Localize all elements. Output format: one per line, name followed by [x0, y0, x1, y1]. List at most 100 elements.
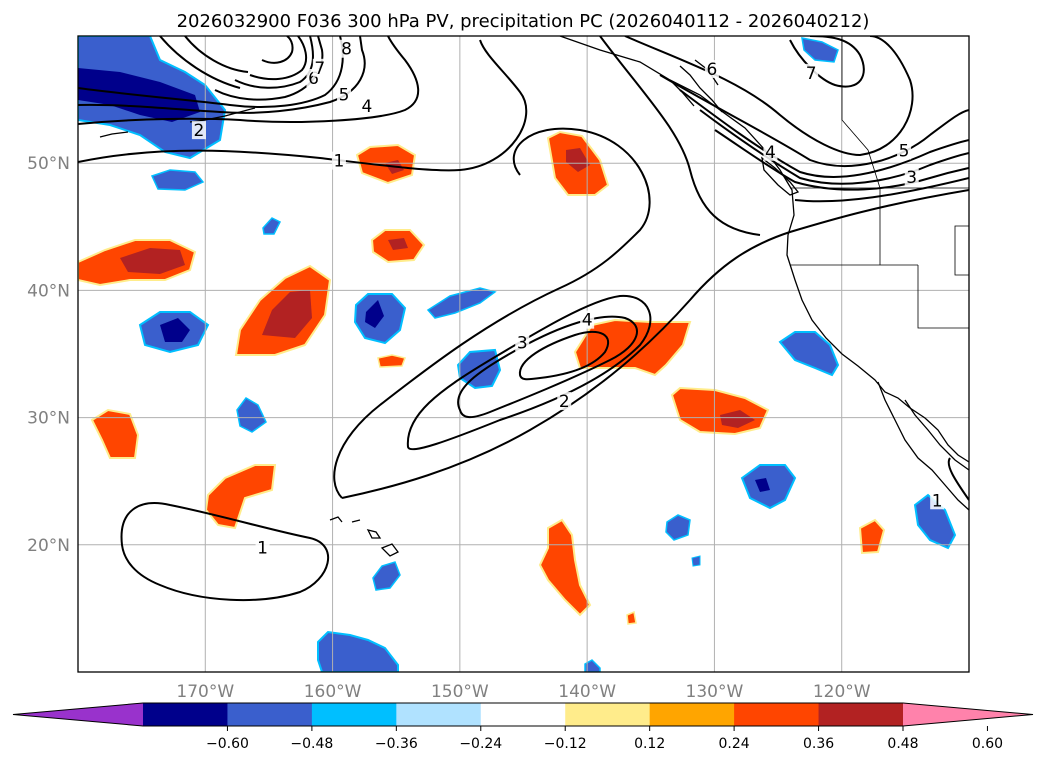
contour-label-bg [339, 39, 354, 58]
contour-label-bg [191, 121, 206, 140]
pv-contour-1-right-edge [794, 177, 969, 203]
x-tick-label: 170°W [176, 682, 234, 702]
colorbar-extend-high [903, 703, 1033, 726]
contour-label-bg [904, 168, 919, 187]
contour-label-2: 2 [559, 392, 570, 412]
pv-contour-2-north [78, 36, 420, 125]
pv-contour-4-upper-right [679, 89, 969, 178]
colorbar-segment [818, 703, 904, 726]
colorbar-extend-low [13, 703, 143, 726]
y-tick-label: 40°N [27, 281, 70, 301]
precip-feature-blue-30n-small [236, 397, 267, 433]
precip-feature-blue-left-core [160, 318, 190, 342]
colorbar-tick-label: 0.48 [887, 736, 918, 752]
contour-label-7: 7 [806, 64, 817, 84]
pv-contour-3-upper-right [699, 109, 969, 185]
contour-label-bg [580, 310, 595, 329]
pv-contour-3-north [78, 36, 366, 114]
colorbar-segment [396, 703, 482, 726]
hawaiian-islands [329, 516, 399, 557]
contour-label-bg [897, 141, 912, 160]
precip-feature-red-18n [538, 518, 592, 617]
contour-label-5: 5 [899, 141, 910, 161]
x-axis-ticks: 170°W 160°W 150°W 140°W 130°W 120°W [176, 682, 870, 702]
contour-label-6: 6 [706, 60, 717, 80]
precip-feature-top-blue [801, 37, 839, 63]
contour-label-7: 7 [314, 59, 325, 79]
pv-contour-6-north [234, 36, 314, 89]
precip-feature-blue-streak [426, 287, 497, 319]
pv-contour-1-se-ring [947, 457, 969, 501]
contour-label-1: 1 [257, 538, 268, 558]
lat-lon-grid [78, 36, 969, 672]
precip-feature-blue-38n-core [365, 300, 384, 328]
precip-feature-blue-17n [372, 561, 401, 591]
map-frame [77, 35, 970, 673]
precip-feature-red-34n-small [377, 354, 407, 368]
contour-label-bg [763, 142, 778, 161]
y-tick-label: 20°N [27, 536, 70, 556]
contour-label-6: 6 [308, 69, 319, 89]
precip-feature-west-core [120, 248, 185, 274]
precip-feature-red-top-center-core [566, 148, 590, 172]
precip-feature-red-sw-small [90, 408, 140, 459]
pv-contour-2-ring [406, 294, 652, 451]
x-tick-label: 140°W [558, 682, 616, 702]
precip-feature-blue-21n [665, 514, 691, 541]
pv-contour-lower-left-1 [159, 36, 241, 89]
contour-label-bg [331, 151, 346, 170]
y-tick-label: 30°N [27, 409, 70, 429]
y-axis-ticks: 20°N 30°N 40°N 50°N [27, 154, 70, 556]
pv-contour-1-subtropical [120, 502, 330, 602]
pv-contour-lower-left-2 [184, 36, 249, 73]
pv-contours-layer [78, 36, 969, 602]
contour-label-bg [704, 60, 719, 79]
contour-label-bg [930, 491, 945, 510]
chart-title: 2026032900 F036 300 hPa PV, precipitatio… [177, 11, 870, 32]
canada-province-border [841, 36, 881, 189]
precip-feature-blue-45n-tiny [262, 217, 282, 235]
pv-contour-7-north [249, 36, 308, 81]
x-tick-label: 160°W [304, 682, 362, 702]
pv-contour-1-upper-right [599, 36, 761, 236]
colorbar-tick-label: −0.48 [290, 736, 333, 752]
colorbar-tick-label: 0.12 [634, 736, 665, 752]
colorbar-segment [143, 703, 228, 726]
contour-label-bg [312, 58, 327, 77]
colorbar-tick-label: −0.12 [544, 736, 587, 752]
colorbar-tick-label: 0.60 [972, 736, 1003, 752]
precip-feature-blue-tiny-19n [691, 555, 701, 567]
contour-label-4: 4 [582, 311, 593, 331]
precip-feature-blue-bottom [317, 630, 399, 672]
baja-california [877, 381, 969, 511]
pv-contour-2-upper-right [714, 129, 969, 191]
contour-label-bg [359, 96, 374, 115]
pv-contour-4-north [78, 36, 344, 108]
pv-contour-1-north [78, 39, 528, 172]
precip-feature-red-sw-streak [204, 464, 277, 530]
aleutian-islands [99, 107, 256, 138]
pv-contour-1-jet [333, 127, 651, 499]
colorbar-segment [311, 703, 397, 726]
contour-label-1: 1 [334, 152, 345, 172]
x-tick-label: 120°W [813, 682, 871, 702]
pv-contour-8-north [261, 36, 294, 64]
precip-feature-red-diagonal-core [262, 290, 312, 338]
contour-label-bg [337, 85, 352, 104]
colorbar-segment [480, 703, 566, 726]
colorbar-tick-label: −0.60 [206, 736, 249, 752]
pv-contour-1-outer [341, 189, 969, 499]
colorbar-segment [227, 703, 313, 726]
colorbar-outline [12, 702, 1034, 727]
contour-label-4: 4 [765, 143, 776, 163]
contour-label-4: 4 [362, 97, 373, 117]
colorbar-tick-label: −0.24 [459, 736, 502, 752]
us-state-borders [790, 188, 969, 329]
contour-label-3: 3 [517, 334, 528, 354]
pv-contour-3-ring [457, 315, 638, 418]
contour-label-3: 3 [906, 168, 917, 188]
precip-feature-blue-coast-35n [778, 331, 840, 377]
pv-contour-4-ring [518, 330, 610, 381]
precip-feature-red-30n-core [720, 410, 755, 428]
